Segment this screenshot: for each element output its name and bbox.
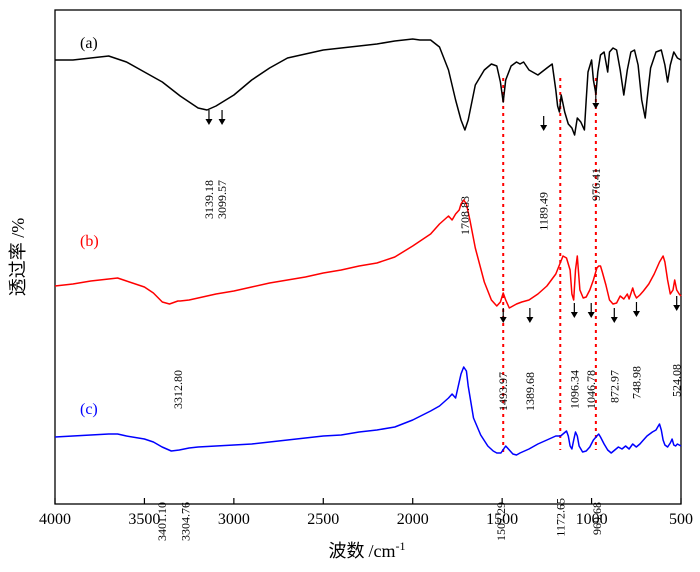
series-label-3: (c) <box>80 401 98 418</box>
reference-lines <box>502 78 597 456</box>
peak-arrow-head <box>632 311 640 317</box>
peak-arrow-head <box>673 305 681 311</box>
x-tick-label: 3500 <box>128 511 160 528</box>
peak-label: 3401.10 <box>155 502 169 541</box>
series-labels: (a) (b) (c) <box>80 35 99 418</box>
peak-label: 748.98 <box>630 366 644 399</box>
peak-arrow-head <box>499 317 507 323</box>
peak-arrow-head <box>570 312 578 318</box>
peak-arrow-head <box>218 119 226 125</box>
peak-arrow-head <box>587 312 595 318</box>
peak-label: 1493.97 <box>496 372 510 411</box>
peak-label: 1389.68 <box>523 372 537 411</box>
peak-arrow-head <box>526 317 534 323</box>
peak-label: 1096.34 <box>567 370 581 409</box>
series-line-2 <box>54 199 682 309</box>
x-tick-label: 3000 <box>218 511 250 528</box>
x-tick-label: 2000 <box>397 511 429 528</box>
peak-label: 3312.80 <box>171 370 185 409</box>
plot-frame <box>54 9 682 505</box>
peak-label: 1708.83 <box>458 196 472 235</box>
series-lines <box>54 38 682 456</box>
peak-label: 3304.76 <box>178 502 192 541</box>
x-axis-title-exp: -1 <box>396 539 406 553</box>
peak-arrow-head <box>610 317 618 323</box>
peak-label: 1172.65 <box>554 498 568 537</box>
peak-arrow-head <box>540 125 548 131</box>
x-axis-ticks: 4000 3500 3000 2500 2000 1500 1000 500 <box>39 498 693 528</box>
x-tick-label: 4000 <box>39 511 71 528</box>
y-axis-title: 透过率 /% <box>8 218 28 297</box>
peak-label: 969.68 <box>590 502 604 535</box>
x-axis-title-unit: /cm <box>369 541 396 561</box>
peak-label: 872.97 <box>607 370 621 403</box>
x-tick-label: 1500 <box>486 511 518 528</box>
peak-label: 1189.49 <box>537 192 551 231</box>
peak-label: 1507.29 <box>494 502 508 541</box>
x-tick-label: 2500 <box>307 511 339 528</box>
peak-label: 976.41 <box>589 168 603 201</box>
peak-arrow-head <box>592 103 600 109</box>
peak-label: 524.08 <box>670 364 684 397</box>
peak-label: 3139.18 <box>202 180 216 219</box>
series-label-1: (a) <box>80 35 98 52</box>
x-axis-title-main: 波数 <box>329 541 365 561</box>
peak-labels: 3139.18 3099.57 1708.83 1189.49 976.41 3312.8… <box>155 94 684 541</box>
series-line-3 <box>54 366 682 456</box>
series-line-1 <box>55 38 682 136</box>
x-tick-label: 1000 <box>576 511 608 528</box>
x-tick-label: 500 <box>669 511 693 528</box>
peak-label: 3099.57 <box>215 180 229 219</box>
x-axis-title: 波数/cm-1 <box>329 539 406 561</box>
peak-label: 1046.78 <box>584 370 598 409</box>
series-label-2: (b) <box>80 233 99 250</box>
peak-arrow-head <box>205 119 213 125</box>
